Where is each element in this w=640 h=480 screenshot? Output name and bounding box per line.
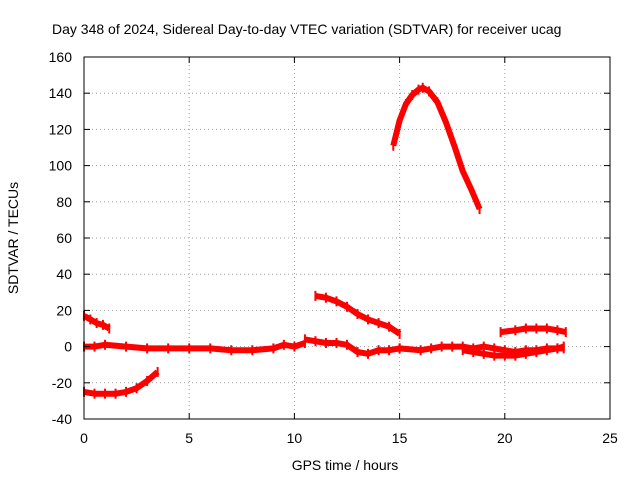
- y-tick-label: -20: [52, 375, 72, 391]
- y-tick-label: 120: [49, 121, 73, 137]
- y-tick-label: 40: [56, 266, 72, 282]
- y-tick-label: 100: [49, 158, 73, 174]
- chart-title: Day 348 of 2024, Sidereal Day-to-day VTE…: [52, 21, 561, 37]
- series-line-arc-near-zero-midday: [304, 336, 401, 357]
- x-tick-label: 10: [287, 430, 303, 446]
- x-tick-label: 0: [80, 430, 88, 446]
- axis-ticks: 0 5 10 15 20 25 -40 -20 0 20 40 60 80 100 120 140 160: [49, 49, 618, 446]
- plot-frame: [83, 56, 611, 420]
- x-tick-label: 15: [392, 430, 408, 446]
- y-axis-label: SDTVAR / TECUs: [5, 182, 21, 294]
- series-layer: [82, 82, 567, 399]
- y-tick-label: -40: [52, 411, 72, 427]
- grid: [84, 57, 610, 419]
- y-tick-label: 160: [49, 49, 73, 65]
- y-tick-label: 140: [49, 85, 73, 101]
- series-line-arc-late-positive: [500, 325, 567, 336]
- series-line-arc-near-zero-morning: [84, 340, 306, 354]
- x-axis-label: GPS time / hours: [292, 457, 399, 473]
- x-tick-label: 20: [497, 430, 513, 446]
- y-tick-label: 20: [56, 302, 72, 318]
- series-line-arc-early-negative: [83, 369, 160, 397]
- y-tick-label: 0: [64, 339, 72, 355]
- x-tick-label: 5: [185, 430, 193, 446]
- y-tick-label: 80: [56, 194, 72, 210]
- y-tick-label: 60: [56, 230, 72, 246]
- x-tick-label: 25: [602, 430, 618, 446]
